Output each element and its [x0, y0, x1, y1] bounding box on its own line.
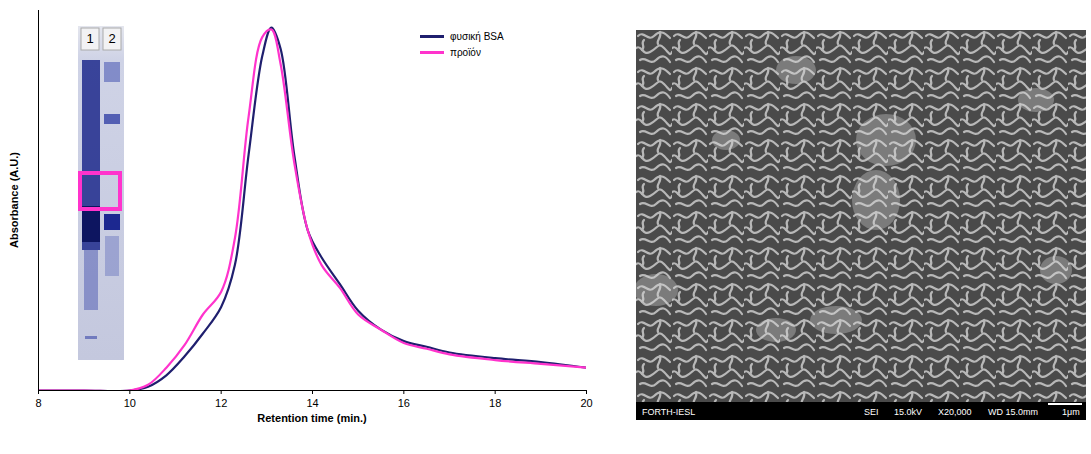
html-text:Retention time (min.): Retention time (min.) [257, 412, 367, 424]
svg-text:1: 1 [86, 31, 93, 46]
svg-text:10: 10 [124, 397, 136, 409]
svg-text:X20,000: X20,000 [938, 407, 972, 417]
svg-text:18: 18 [489, 397, 501, 409]
svg-text:FORTH-IESL: FORTH-IESL [642, 407, 695, 417]
svg-text:12: 12 [215, 397, 227, 409]
html-text:Absorbance (A.U.): Absorbance (A.U.) [8, 152, 20, 248]
svg-text:16: 16 [398, 397, 410, 409]
svg-text:SEI: SEI [864, 407, 879, 417]
svg-text:2: 2 [108, 31, 115, 46]
html-text:προϊόν: προϊόν [450, 46, 481, 58]
svg-text:20: 20 [580, 397, 592, 409]
svg-text:1μm: 1μm [1062, 407, 1080, 417]
html-text:φυσική BSA: φυσική BSA [450, 30, 504, 42]
svg-text:14: 14 [306, 397, 318, 409]
svg-text:15.0kV: 15.0kV [894, 407, 922, 417]
svg-text:8: 8 [35, 397, 41, 409]
svg-text:WD 15.0mm: WD 15.0mm [988, 407, 1038, 417]
